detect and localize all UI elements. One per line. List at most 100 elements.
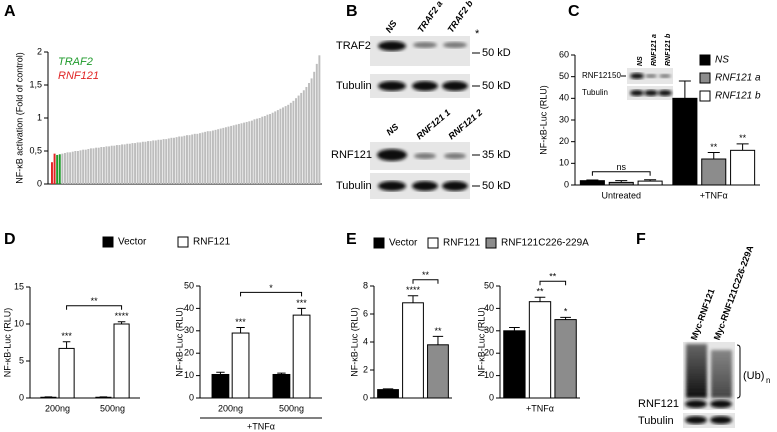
legend-label: Vector — [118, 237, 147, 248]
y-axis-label: NF-κB-Luc (RLU) — [174, 307, 184, 377]
bar — [167, 138, 170, 184]
y-axis-label: NF-κB-Luc (RLU) — [349, 307, 359, 377]
bar — [95, 147, 98, 184]
bar — [165, 139, 168, 184]
error-bar — [534, 296, 546, 302]
y-tick-label: 60 — [559, 49, 569, 59]
row-label: Tubulin — [336, 80, 372, 92]
bar — [58, 154, 61, 184]
bar — [300, 92, 303, 184]
bar — [245, 121, 248, 184]
bar — [297, 95, 300, 184]
y-tick-label: 40 — [559, 93, 569, 103]
panel-label: A — [4, 3, 16, 20]
bar — [180, 136, 183, 184]
y-tick-label: 40 — [484, 303, 494, 313]
error-bar — [382, 388, 394, 390]
bar — [250, 120, 253, 184]
bar — [302, 90, 305, 184]
y-tick-label: 0 — [489, 392, 494, 402]
bar — [284, 106, 287, 184]
bar — [113, 323, 130, 399]
bar — [730, 149, 756, 186]
legend-label: RNF121 — [443, 238, 481, 249]
bar — [141, 141, 144, 184]
panel-label: C — [568, 3, 580, 20]
legend-swatch — [102, 236, 114, 248]
significance-bracket — [412, 279, 439, 284]
bar — [136, 142, 139, 184]
bar — [89, 148, 92, 184]
bar — [217, 129, 220, 184]
bar — [701, 158, 727, 186]
y-axis-label: NF-κB-Luc (RLU) — [476, 307, 486, 377]
size-marker: 50 — [612, 71, 621, 80]
band — [378, 181, 406, 191]
asterisk: * — [475, 28, 480, 40]
bar — [110, 145, 113, 184]
y-tick-label: 5 — [19, 355, 24, 365]
bar — [188, 135, 191, 184]
bar — [92, 148, 95, 184]
y-axis-label: NF-κB-Luc (RLU) — [2, 308, 12, 378]
legend-label: RNF121 — [58, 70, 99, 82]
y-tick-label: 40 — [184, 303, 194, 313]
bar — [51, 162, 53, 184]
band — [630, 73, 644, 79]
legend-label: RNF121 a — [715, 73, 761, 84]
bar — [256, 118, 259, 184]
band — [413, 42, 437, 48]
legend-swatch — [699, 54, 711, 66]
bar — [219, 128, 222, 184]
bar — [427, 344, 449, 399]
bar — [282, 107, 285, 184]
blot-background — [370, 36, 470, 66]
bar — [131, 143, 134, 184]
bar — [58, 347, 75, 399]
panel-label: B — [346, 3, 358, 20]
bar — [554, 319, 577, 399]
legend-label: RNF121 — [193, 237, 231, 248]
y-tick-label: 10 — [484, 370, 494, 380]
y-tick-label: 20 — [184, 348, 194, 358]
row-label: TRAF2 — [336, 40, 371, 52]
bar — [608, 181, 634, 186]
bar — [121, 144, 124, 184]
legend-label: RNF121C226-229A — [501, 238, 589, 249]
bar — [292, 100, 295, 184]
bar — [272, 373, 291, 399]
bar — [162, 139, 165, 184]
bar — [100, 147, 103, 184]
bar — [402, 302, 424, 399]
bar — [209, 131, 212, 184]
significance: ** — [91, 296, 99, 306]
smear-bracket — [736, 344, 741, 399]
bar — [160, 139, 162, 184]
bar — [237, 123, 240, 184]
bar — [211, 130, 214, 184]
bar — [637, 180, 663, 186]
band — [412, 81, 438, 91]
y-tick-label: 15 — [14, 281, 24, 291]
bar — [310, 78, 313, 184]
bar — [224, 127, 227, 184]
legend-swatch — [177, 236, 189, 248]
y-tick-label: 10 — [559, 158, 569, 168]
legend-label: NS — [715, 55, 729, 66]
significance: **** — [115, 311, 130, 321]
y-axis-label: NF-κB activation (Fold of control) — [14, 52, 24, 184]
band — [658, 90, 672, 96]
blot-b-bottom: NS RNF121 1 RNF121 2 RNF121 Tubulin 35 k… — [331, 107, 511, 199]
bar — [61, 153, 64, 184]
band — [685, 416, 707, 424]
error-bar — [432, 335, 444, 345]
blot-b-top: NS TRAF2 a TRAF2 b TRAF2 Tubulin * 50 kD… — [336, 0, 511, 98]
x-axis-label: +TNFα — [247, 421, 275, 431]
panel-label: F — [636, 231, 646, 248]
smear-label-subscript: n — [766, 376, 770, 385]
bar — [243, 122, 246, 184]
row-label: Tubulin — [582, 88, 608, 97]
band — [644, 90, 658, 96]
bar — [108, 146, 111, 184]
